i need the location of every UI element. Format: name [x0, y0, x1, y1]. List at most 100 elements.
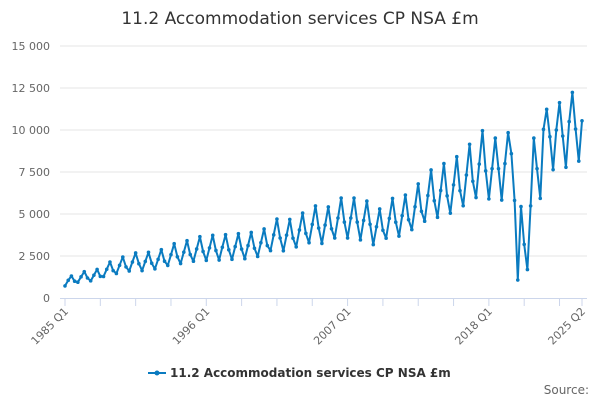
data-point [104, 267, 109, 272]
data-point [140, 268, 144, 273]
data-point [339, 196, 343, 200]
data-point [255, 254, 260, 259]
data-point [252, 246, 257, 251]
data-point [249, 230, 254, 235]
data-point [499, 198, 504, 202]
data-point [467, 142, 472, 147]
data-point [239, 247, 244, 251]
x-tick-label: 1996 Q1 [170, 305, 213, 348]
data-point [284, 233, 289, 237]
data-point [108, 260, 112, 264]
data-point [236, 231, 241, 236]
data-point [560, 134, 565, 138]
data-point [143, 259, 148, 264]
data-point [548, 134, 552, 139]
data-point [188, 252, 193, 257]
data-point [185, 238, 189, 243]
data-point [297, 228, 302, 232]
y-tick-label: 12 500 [12, 82, 51, 95]
data-point [63, 284, 67, 288]
data-point [393, 220, 398, 225]
series-path [64, 91, 583, 287]
data-point [461, 203, 465, 208]
data-point [133, 251, 138, 255]
data-point [557, 100, 562, 105]
data-point [426, 193, 430, 198]
data-point [506, 130, 510, 135]
y-tick-label: 0 [43, 292, 50, 305]
data-point [493, 136, 498, 140]
data-point [320, 241, 324, 246]
data-point [487, 197, 491, 201]
data-point [509, 151, 514, 156]
data-point [111, 268, 115, 273]
data-point [471, 179, 475, 184]
data-point [291, 236, 295, 240]
data-point [310, 222, 315, 227]
data-point [117, 263, 122, 268]
data-point [149, 261, 154, 266]
data-point [191, 259, 196, 264]
data-point [522, 242, 526, 247]
x-tick-label: 2018 Q1 [452, 305, 495, 348]
data-point [201, 249, 205, 254]
data-point [406, 217, 411, 222]
legend-marker-icon [154, 370, 160, 376]
data-point [265, 243, 270, 248]
data-point [397, 234, 401, 238]
data-point [175, 255, 180, 259]
legend[interactable]: 11.2 Accommodation services CP NSA £m [148, 366, 451, 380]
data-point [127, 269, 132, 273]
data-point [121, 255, 125, 259]
data-point [451, 183, 456, 187]
data-point [294, 245, 299, 249]
data-point [419, 209, 424, 214]
data-point [182, 250, 186, 254]
data-point [567, 119, 571, 124]
data-point [72, 279, 77, 284]
data-point [387, 216, 392, 221]
data-point [88, 279, 93, 283]
source-label: Source: [544, 383, 589, 397]
data-point [243, 256, 247, 261]
chart-title: 11.2 Accommodation services CP NSA £m [121, 9, 478, 29]
y-tick-label: 2 500 [19, 250, 51, 263]
data-point [278, 236, 282, 240]
data-point [538, 196, 543, 201]
data-point [169, 252, 173, 257]
data-point [381, 228, 385, 233]
data-point [246, 243, 250, 248]
data-point [79, 275, 83, 279]
data-point [220, 245, 225, 250]
data-point [194, 247, 199, 251]
y-tick-label: 5 000 [19, 208, 51, 221]
data-point [137, 261, 141, 266]
data-point [348, 216, 353, 220]
data-point [69, 274, 74, 278]
data-point [92, 273, 96, 277]
data-point [454, 154, 459, 159]
data-point [570, 90, 575, 95]
data-point [377, 207, 382, 211]
data-point [580, 118, 584, 123]
data-point [390, 196, 395, 201]
data-point [442, 161, 446, 166]
y-tick-label: 15 000 [12, 40, 51, 53]
data-point [541, 127, 546, 132]
data-point [130, 260, 135, 264]
data-point [438, 188, 443, 193]
data-point [490, 166, 494, 171]
data-point [304, 231, 308, 236]
data-point [165, 263, 170, 268]
data-point [483, 169, 488, 173]
data-point [210, 233, 215, 238]
data-point [374, 224, 379, 229]
y-axis: 0 2 500 5 000 7 500 10 000 12 500 15 000 [12, 40, 51, 305]
data-point [230, 257, 234, 262]
data-point [535, 166, 539, 171]
data-point [400, 213, 404, 218]
data-point [368, 222, 372, 227]
data-point [214, 248, 218, 253]
y-tick-label: 10 000 [12, 124, 51, 137]
data-point [551, 167, 555, 172]
